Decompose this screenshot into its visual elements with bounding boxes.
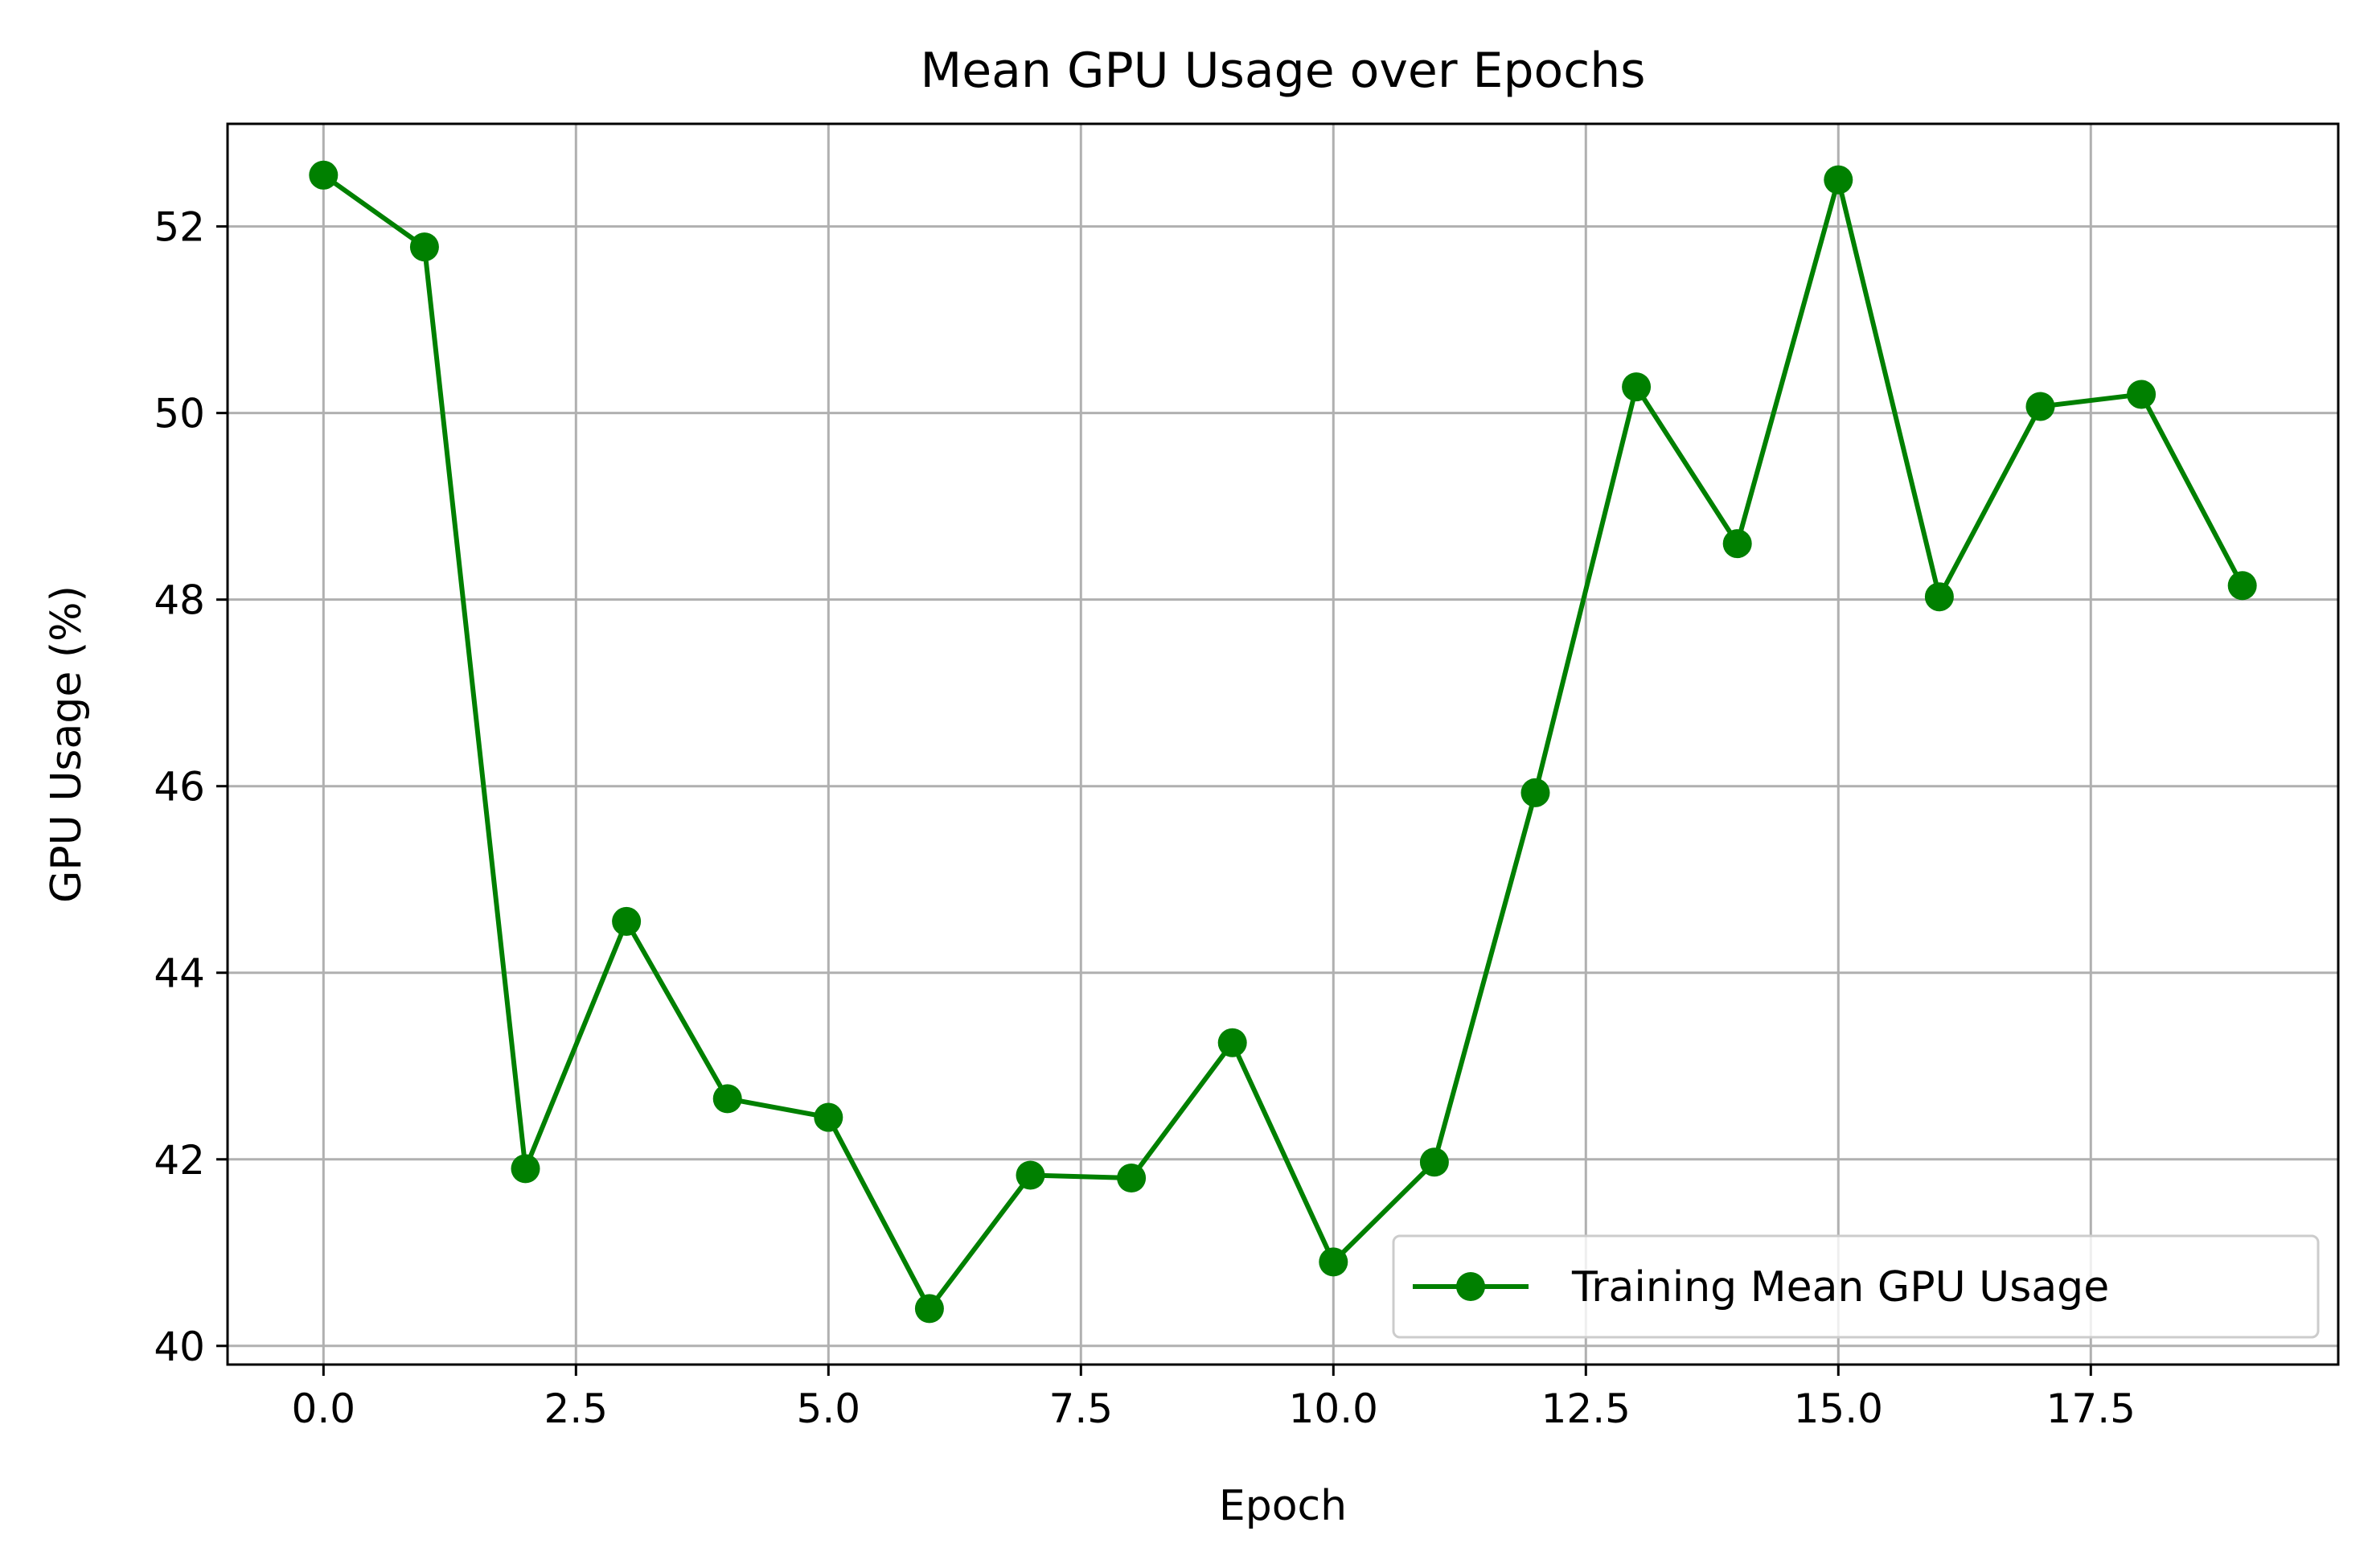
x-tick-label: 5.0 xyxy=(797,1385,861,1432)
x-tick-label: 10.0 xyxy=(1289,1385,1378,1432)
data-point xyxy=(1419,1147,1449,1177)
y-tick-label: 40 xyxy=(154,1324,205,1370)
y-tick-label: 46 xyxy=(154,764,205,811)
series-line xyxy=(322,173,2245,1311)
data-point xyxy=(1016,1160,1045,1190)
data-point xyxy=(1824,165,1853,195)
data-point xyxy=(1217,1028,1247,1057)
y-tick-label: 42 xyxy=(154,1137,205,1184)
data-point xyxy=(1520,778,1550,807)
y-tick-label: 50 xyxy=(154,391,205,437)
data-point xyxy=(1924,582,1954,612)
y-tick-label: 48 xyxy=(154,577,205,624)
x-tick-label: 15.0 xyxy=(1794,1385,1883,1432)
y-tick-label: 52 xyxy=(154,204,205,251)
data-point xyxy=(2127,380,2157,409)
y-tick-label: 44 xyxy=(154,950,205,997)
x-tick-label: 7.5 xyxy=(1049,1385,1114,1432)
data-series xyxy=(309,160,2257,1324)
x-tick-label: 2.5 xyxy=(544,1385,609,1432)
data-point xyxy=(309,160,339,190)
legend-marker xyxy=(1456,1272,1485,1301)
legend-label: Training Mean GPU Usage xyxy=(1571,1263,2109,1311)
data-point xyxy=(2025,392,2055,421)
chart-title: Mean GPU Usage over Epochs xyxy=(920,43,1645,99)
data-point xyxy=(1319,1247,1348,1277)
data-point xyxy=(1622,372,1652,402)
x-tick-label: 12.5 xyxy=(1541,1385,1631,1432)
legend: Training Mean GPU Usage xyxy=(1392,1234,2320,1339)
data-point xyxy=(814,1102,843,1132)
legend-box xyxy=(1392,1234,2320,1339)
grid-lines xyxy=(228,124,2338,1365)
data-point xyxy=(712,1084,742,1114)
x-tick-label: 17.5 xyxy=(2046,1385,2136,1432)
data-point xyxy=(409,232,439,262)
data-point xyxy=(914,1294,944,1324)
data-point xyxy=(2227,571,2257,601)
data-point xyxy=(612,906,642,936)
x-axis-label: Epoch xyxy=(1219,1482,1347,1530)
y-axis-label: GPU Usage (%) xyxy=(43,585,91,903)
plot-area-frame xyxy=(226,122,2340,1366)
data-point xyxy=(511,1154,540,1184)
data-point xyxy=(1117,1163,1147,1192)
data-point xyxy=(1722,529,1752,559)
axis-ticks: 0.0 2.5 5.0 7.5 10.0 12.5 15.0 17.5 40 42 44 46 48 50… xyxy=(154,204,2136,1432)
x-tick-label: 0.0 xyxy=(292,1385,356,1432)
